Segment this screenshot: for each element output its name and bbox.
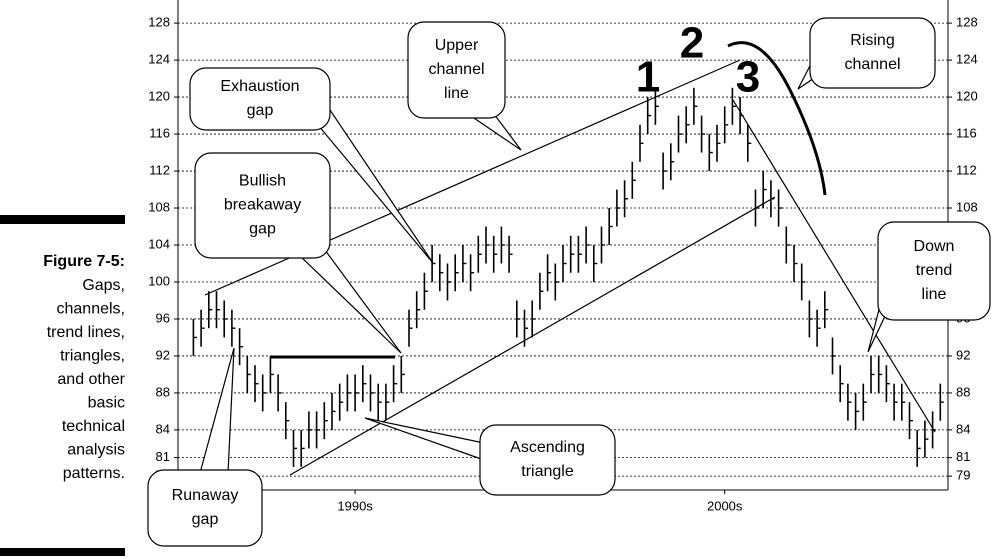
callout-text: Down [914, 238, 955, 255]
callout-box [194, 152, 331, 259]
callout-text: channel [844, 56, 900, 73]
callout-tail [199, 347, 235, 474]
y-tick-label: 81 [956, 449, 970, 464]
y-tick-label: 124 [956, 52, 978, 67]
caption-line: technical [62, 418, 125, 435]
caption-bar [0, 215, 125, 224]
y-tick-label: 81 [156, 449, 170, 464]
y-tick-label: 100 [148, 273, 170, 288]
y-tick-label: 120 [148, 89, 170, 104]
callout-text: Runaway [172, 487, 239, 504]
y-tick-label: 112 [956, 162, 977, 177]
callout-box [147, 469, 263, 547]
callout-tail [364, 417, 485, 461]
caption-bar [0, 548, 125, 556]
callout-text: breakaway [224, 197, 301, 214]
callout-text: gap [249, 221, 276, 238]
y-tick-label: 124 [148, 52, 170, 67]
y-tick-label: 128 [956, 15, 978, 30]
caption-line: Gaps, [82, 277, 125, 294]
callout-text: line [922, 286, 947, 303]
peak-marker: 1 [636, 53, 660, 102]
y-tick-label: 108 [148, 199, 170, 214]
callout-box [407, 21, 506, 119]
y-tick-label: 128 [148, 15, 170, 30]
lower-channel-line [289, 196, 776, 476]
caption-line: and other [57, 371, 125, 388]
down-trend-line [732, 99, 936, 433]
callout-text: Exhaustion [220, 78, 299, 95]
y-tick-label: 88 [956, 384, 970, 399]
caption-line: patterns. [63, 465, 125, 482]
caption-line: trend lines, [47, 324, 125, 341]
x-tick-label: 2000s [707, 498, 743, 513]
callout-text: Bullish [239, 173, 286, 190]
x-tick-label: 1990s [337, 498, 373, 513]
y-tick-label: 120 [956, 89, 978, 104]
callout-text: trend [916, 262, 952, 279]
callout-tail [317, 108, 434, 264]
y-tick-label: 96 [156, 310, 170, 325]
callout-box [479, 424, 616, 496]
callout-tail [466, 113, 522, 151]
caption-line: triangles, [60, 348, 125, 365]
y-tick-label: 79 [956, 468, 970, 483]
callout-text: gap [247, 102, 274, 119]
callout-tail [296, 245, 402, 354]
callout-text: gap [192, 511, 219, 528]
y-tick-label: 88 [156, 384, 170, 399]
callout-text: Ascending [510, 439, 585, 456]
figure-label: Figure 7-5: [43, 253, 125, 270]
y-tick-label: 112 [149, 162, 170, 177]
y-tick-label: 84 [956, 421, 970, 436]
price-bars [192, 87, 944, 467]
callout-box [809, 17, 936, 89]
y-tick-label: 84 [156, 421, 170, 436]
caption-line: analysis [67, 442, 125, 459]
peak-marker: 2 [680, 19, 704, 68]
y-tick-label: 104 [148, 236, 170, 251]
y-tick-label: 116 [956, 125, 977, 140]
caption-line: channels, [57, 301, 126, 318]
callout-text: Upper [435, 37, 479, 54]
callout-text: channel [428, 61, 484, 78]
y-tick-label: 116 [149, 125, 170, 140]
callouts: Exhaustion gap Upper channel line Bullish brea… [147, 17, 991, 547]
y-tick-label: 108 [956, 199, 978, 214]
callout-box [189, 67, 331, 131]
callout-text: Rising [850, 32, 894, 49]
peak-marker: 3 [736, 53, 760, 102]
callout-box [877, 221, 991, 321]
callout-text: triangle [521, 463, 574, 480]
callout-text: line [444, 85, 469, 102]
caption-line: basic [88, 395, 125, 412]
y-tick-label: 92 [156, 347, 170, 362]
rising-channel-bracket [727, 41, 827, 196]
y-tick-label: 92 [956, 347, 970, 362]
